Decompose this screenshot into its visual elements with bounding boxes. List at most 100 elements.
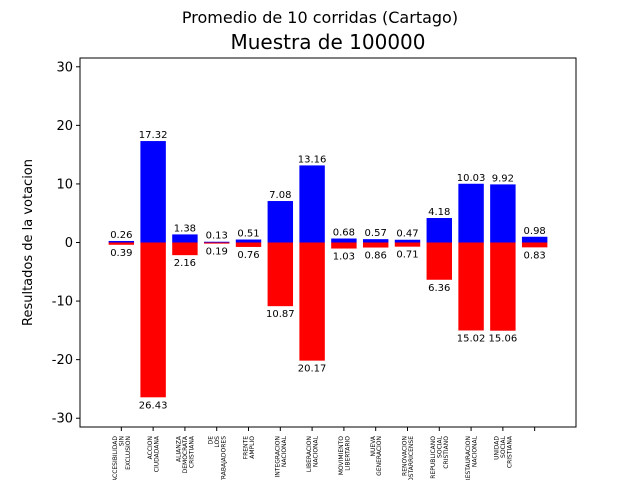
bar-positive <box>108 240 135 243</box>
x-tick-label: REPUBLICANO SOCIAL CRISTIANO <box>430 435 450 478</box>
positive-bars-group <box>108 141 548 243</box>
data-label-positive: 0.13 <box>206 231 228 242</box>
negative-bars-group <box>108 242 548 398</box>
data-label-positive: 0.51 <box>237 229 259 240</box>
data-label-negative: 1.03 <box>333 252 355 263</box>
bar-negative <box>490 242 516 331</box>
x-axis: ACCESIBILIDAD SIN EXCLUSION ACCION CIUDADANA… <box>112 427 536 480</box>
data-label-positive: 1.38 <box>174 223 196 234</box>
x-tick-label: LIBERACION NACIONAL <box>306 435 320 472</box>
x-tick-label: RENOVACION COSTARRICENSE <box>402 436 416 480</box>
x-tick-label-line: NACIONAL <box>281 435 288 467</box>
x-tick-label-line: NACIONAL <box>472 435 479 467</box>
x-tick-label-line: SIN <box>119 436 126 446</box>
x-tick-label: NUEVA GENERACION <box>370 435 384 476</box>
bar-positive <box>458 183 484 243</box>
data-labels-group: 0.26 0.39 17.32 26.43 1.38 2.16 0.13 0.19 0.51 0.… <box>110 130 546 411</box>
x-tick-label-line: ACCION <box>147 436 154 459</box>
chart-title: Muestra de 100000 <box>230 30 426 54</box>
data-label-negative: 26.43 <box>139 400 168 411</box>
data-label-positive: 9.92 <box>492 173 514 184</box>
data-label-positive: 0.26 <box>110 230 132 241</box>
data-label-negative: 0.19 <box>206 247 228 258</box>
data-label-positive: 4.18 <box>428 207 450 218</box>
x-tick-label-line: SOCIAL <box>437 435 444 458</box>
data-label-negative: 10.87 <box>266 309 295 320</box>
data-label-negative: 2.16 <box>174 258 196 269</box>
bar-positive <box>331 238 357 243</box>
data-label-negative: 15.02 <box>457 333 486 344</box>
bar-negative <box>235 242 262 247</box>
x-tick-label-line: LIBERTARIO <box>344 436 351 471</box>
x-tick-label-line: CIUDADANA <box>154 435 161 472</box>
bar-negative <box>204 242 230 244</box>
bar-negative <box>331 242 357 249</box>
bar-negative <box>458 242 484 331</box>
x-tick-label-line: RESTAURACION <box>465 436 472 480</box>
x-tick-label-line: COSTARRICENSE <box>408 436 415 480</box>
data-label-positive: 0.47 <box>396 229 418 240</box>
x-tick-label-line: CRISTIANA <box>189 435 196 468</box>
x-tick-label: INTEGRACION NACIONAL <box>274 435 288 477</box>
data-label-negative: 0.71 <box>396 250 418 261</box>
y-axis: -30 -20 -10 0 10 20 30 <box>52 60 80 427</box>
x-tick-label: ACCESIBILIDAD SIN EXCLUSION <box>112 436 132 480</box>
x-tick-label-line: LIBERACION <box>306 436 313 472</box>
data-label-negative: 0.86 <box>365 251 387 262</box>
y-tick-label: 0 <box>65 236 73 251</box>
bar-positive <box>140 141 166 243</box>
data-label-positive: 10.03 <box>457 173 486 184</box>
data-label-positive: 7.08 <box>269 190 291 201</box>
bar-positive <box>299 165 325 243</box>
data-label-negative: 0.83 <box>524 250 546 261</box>
data-label-positive: 17.32 <box>139 130 168 141</box>
x-tick-label-line: GENERACION <box>376 436 383 476</box>
x-tick-label-line: AMPLIO <box>249 436 256 459</box>
bar-negative <box>426 242 452 280</box>
x-tick-label-line: EXCLUSION <box>125 436 132 470</box>
data-label-negative: 0.76 <box>237 250 259 261</box>
x-tick-label-line: RENOVACION <box>402 436 409 476</box>
data-label-negative: 6.36 <box>428 283 450 294</box>
bar-negative <box>267 242 294 307</box>
x-tick-label-line: NUEVA <box>370 435 377 456</box>
chart-suptitle: Promedio de 10 corridas (Cartago) <box>181 8 459 27</box>
x-tick-label-line: SOCIAL <box>500 435 507 458</box>
bar-negative <box>140 242 166 398</box>
x-tick-label: RESTAURACION NACIONAL <box>465 435 479 480</box>
bar-positive <box>490 184 516 243</box>
bar-negative <box>108 242 135 245</box>
y-tick-label: -20 <box>52 353 73 368</box>
x-tick-label: FRENTE AMPLIO <box>243 436 256 460</box>
x-tick-label-line: REPUBLICANO <box>430 436 437 479</box>
data-label-positive: 0.98 <box>524 226 546 237</box>
x-tick-label: ACCION CIUDADANA <box>147 435 161 472</box>
data-label-positive: 0.68 <box>333 228 355 239</box>
bar-negative <box>172 242 198 256</box>
bar-positive <box>235 239 262 243</box>
bar-positive <box>362 239 389 243</box>
x-tick-label-line: NACIONAL <box>313 435 320 467</box>
data-label-positive: 0.57 <box>365 228 387 239</box>
data-label-negative: 20.17 <box>298 364 327 375</box>
bar-positive <box>426 218 452 243</box>
bar-negative <box>299 242 325 361</box>
x-tick-label-line: CRISTIANO <box>443 436 450 469</box>
data-label-negative: 15.06 <box>489 334 518 345</box>
x-tick-label-line: ACCESIBILIDAD <box>112 436 119 480</box>
x-tick-label: ALIANZA DEMOCRATA CRISTIANA <box>176 435 196 473</box>
x-tick-label-line: MOVIMIENTO <box>338 436 345 476</box>
x-tick-label-line: INTEGRACION <box>274 436 281 477</box>
y-axis-label: Resultados de la votacion <box>21 159 36 326</box>
data-label-negative: 0.39 <box>110 248 132 259</box>
y-tick-label: 10 <box>56 177 73 192</box>
x-tick-label-line: DEMOCRATA <box>182 435 189 473</box>
bar-positive <box>394 239 421 243</box>
x-tick-label-line: LOS <box>214 436 221 448</box>
y-tick-label: 30 <box>56 60 73 75</box>
y-tick-label: -10 <box>52 295 73 310</box>
bar-negative <box>362 242 389 248</box>
bar-positive <box>172 234 198 243</box>
